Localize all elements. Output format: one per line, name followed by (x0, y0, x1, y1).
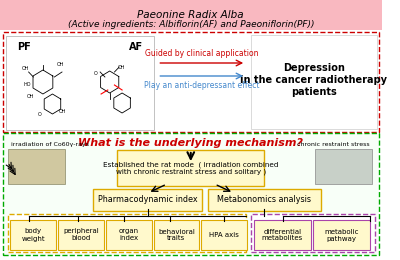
FancyBboxPatch shape (6, 36, 154, 130)
FancyBboxPatch shape (58, 220, 104, 250)
FancyBboxPatch shape (313, 220, 370, 250)
Text: (Active ingredients: Albiflorin(AF) and Paeoniflorin(PF)): (Active ingredients: Albiflorin(AF) and … (68, 20, 314, 29)
Text: OH: OH (117, 65, 125, 70)
Text: differential
metabolites: differential metabolites (262, 229, 303, 242)
Text: chronic restraint stress: chronic restraint stress (298, 142, 370, 147)
Text: Pharmacodynamic index: Pharmacodynamic index (98, 196, 198, 205)
Text: What is the underlying mechanism?: What is the underlying mechanism? (78, 138, 303, 148)
Text: Guided by clinical application: Guided by clinical application (144, 49, 258, 58)
Text: AF: AF (129, 42, 143, 52)
Text: OH: OH (57, 62, 65, 67)
FancyBboxPatch shape (10, 220, 56, 250)
FancyBboxPatch shape (254, 220, 311, 250)
Text: Established the rat mode  ( irradiation combined
with chronic restraint stress a: Established the rat mode ( irradiation c… (103, 161, 278, 175)
Text: HPA axis: HPA axis (209, 232, 239, 238)
FancyBboxPatch shape (251, 35, 377, 129)
Text: body
weight: body weight (22, 229, 45, 242)
Text: OH: OH (27, 94, 34, 99)
Text: metabolic
pathway: metabolic pathway (324, 229, 359, 242)
FancyBboxPatch shape (201, 220, 247, 250)
Text: O: O (38, 112, 42, 117)
Text: Metabonomics analysis: Metabonomics analysis (217, 196, 311, 205)
Text: behavioral
traits: behavioral traits (158, 229, 195, 242)
FancyBboxPatch shape (106, 220, 152, 250)
Text: organ
index: organ index (119, 229, 139, 242)
Text: OH: OH (59, 109, 67, 114)
Text: OH: OH (22, 66, 30, 71)
Text: Paeonine Radix Alba: Paeonine Radix Alba (138, 10, 244, 20)
FancyBboxPatch shape (3, 32, 379, 132)
FancyBboxPatch shape (8, 214, 246, 252)
FancyBboxPatch shape (208, 189, 322, 211)
Text: peripheral
blood: peripheral blood (63, 229, 99, 242)
Text: irradiation of Co60γ-rays: irradiation of Co60γ-rays (12, 142, 90, 147)
Text: O: O (94, 71, 97, 76)
Text: Play an anti-depressant effect: Play an anti-depressant effect (144, 81, 259, 90)
Text: HO: HO (24, 82, 31, 87)
FancyBboxPatch shape (315, 149, 372, 184)
Text: PF: PF (17, 42, 31, 52)
FancyBboxPatch shape (0, 0, 382, 30)
FancyBboxPatch shape (251, 214, 375, 252)
FancyBboxPatch shape (117, 150, 264, 186)
FancyBboxPatch shape (3, 133, 379, 255)
FancyBboxPatch shape (154, 220, 199, 250)
FancyBboxPatch shape (94, 189, 202, 211)
FancyBboxPatch shape (8, 149, 65, 184)
Text: Depression
in the cancer radiotherapy
patients: Depression in the cancer radiotherapy pa… (240, 63, 387, 97)
